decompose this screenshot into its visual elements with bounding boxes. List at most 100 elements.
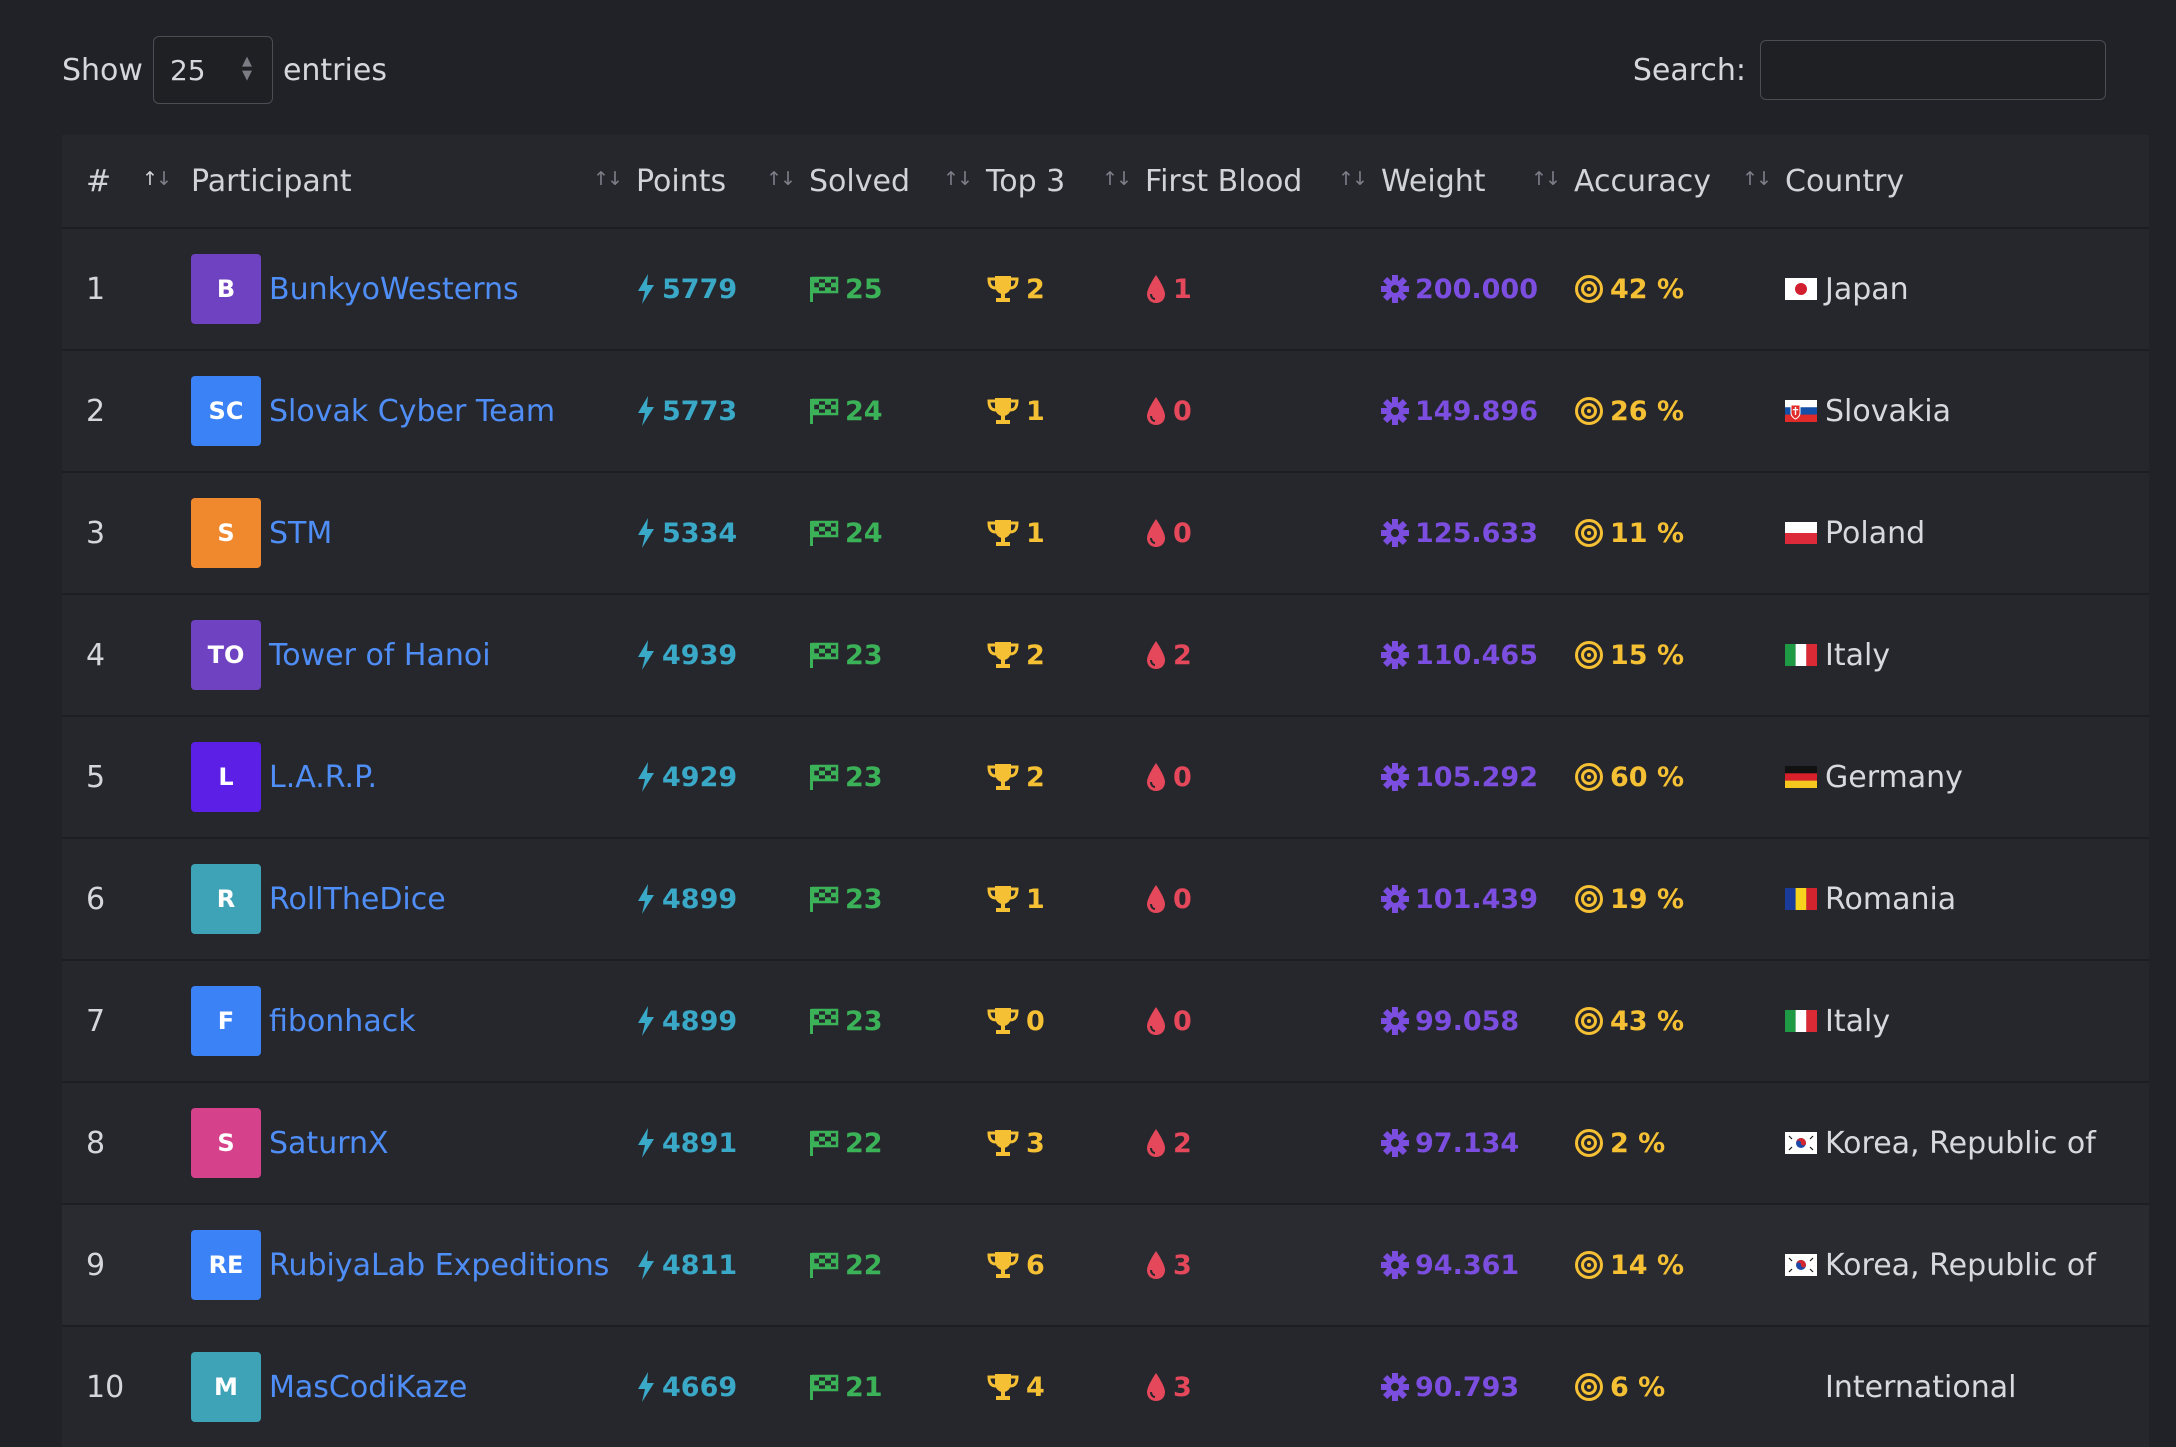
flag-checkered-icon xyxy=(809,1252,839,1278)
points-cell: 5334 xyxy=(635,471,808,594)
accuracy-metric: 11 % xyxy=(1574,518,1783,549)
trophy-icon xyxy=(986,275,1020,303)
trophy-icon xyxy=(986,1007,1020,1035)
weight-metric: 99.058 xyxy=(1381,1006,1572,1037)
col-solved-label: Solved xyxy=(809,163,910,199)
participant-link[interactable]: Tower of Hanoi xyxy=(269,637,491,673)
col-points-header[interactable]: Points ↑↓ xyxy=(635,135,808,229)
rank-value: 1 xyxy=(86,271,106,307)
weight-cell: 105.292 xyxy=(1380,715,1573,838)
rank-cell: 1 xyxy=(62,227,190,350)
participant: B BunkyoWesterns xyxy=(191,254,634,324)
participant: M MasCodiKaze xyxy=(191,1352,634,1422)
top3-metric: 2 xyxy=(986,274,1143,305)
col-rank-header[interactable]: # ↑↓ xyxy=(62,135,190,229)
solved-value: 23 xyxy=(845,639,883,671)
first-blood-metric: 2 xyxy=(1145,640,1379,671)
participant-link[interactable]: L.A.R.P. xyxy=(269,759,378,795)
top3-cell: 1 xyxy=(985,471,1144,594)
accuracy-cell: 6 % xyxy=(1573,1325,1784,1447)
participant-cell: RE RubiyaLab Expeditions xyxy=(190,1203,635,1326)
top3-value: 3 xyxy=(1026,1127,1045,1159)
col-top3-header[interactable]: Top 3 ↑↓ xyxy=(985,135,1144,229)
participant-link[interactable]: fibonhack xyxy=(269,1003,416,1039)
scoreboard-table: # ↑↓ Participant ↑↓ Points ↑↓ Solved ↑↓ Top 3 ↑↓ F… xyxy=(62,135,2149,1447)
poland-flag-icon xyxy=(1785,522,1825,544)
participant-link[interactable]: STM xyxy=(269,515,333,551)
search-input[interactable] xyxy=(1760,40,2106,100)
entries-select[interactable]: 25 ▲ ▼ xyxy=(152,36,273,104)
table-row: 3 S STM 5334 24 1 0 125.633 11 % Poland xyxy=(62,471,2149,594)
solved-value: 23 xyxy=(845,883,883,915)
country-cell: Poland xyxy=(1784,471,2149,594)
weight-value: 110.465 xyxy=(1415,639,1538,671)
col-accuracy-header[interactable]: Accuracy ↑↓ xyxy=(1573,135,1784,229)
participant-link[interactable]: Slovak Cyber Team xyxy=(269,393,556,429)
weight-metric: 97.134 xyxy=(1381,1128,1572,1159)
accuracy-value: 60 % xyxy=(1610,761,1685,793)
participant-link[interactable]: BunkyoWesterns xyxy=(269,271,519,307)
accuracy-cell: 11 % xyxy=(1573,471,1784,594)
blood-drop-icon xyxy=(1145,1372,1167,1402)
points-metric: 5773 xyxy=(636,396,807,427)
participant-link[interactable]: RollTheDice xyxy=(269,881,446,917)
solved-value: 25 xyxy=(845,273,883,305)
col-country-label: Country xyxy=(1785,163,1905,199)
bolt-icon xyxy=(636,274,656,304)
first-blood-value: 2 xyxy=(1173,639,1192,671)
trophy-icon xyxy=(986,885,1020,913)
gear-icon xyxy=(1381,519,1409,547)
col-weight-header[interactable]: Weight ↑↓ xyxy=(1380,135,1573,229)
country-cell: Italy xyxy=(1784,593,2149,716)
first-blood-metric: 0 xyxy=(1145,762,1379,793)
top3-value: 1 xyxy=(1026,883,1045,915)
points-cell: 5779 xyxy=(635,227,808,350)
top3-cell: 1 xyxy=(985,837,1144,960)
blood-drop-icon xyxy=(1145,274,1167,304)
weight-metric: 149.896 xyxy=(1381,396,1572,427)
sort-arrows-icon: ↑↓ xyxy=(766,168,796,190)
solved-cell: 22 xyxy=(808,1081,985,1204)
trophy-icon xyxy=(986,763,1020,791)
col-participant-header[interactable]: Participant ↑↓ xyxy=(190,135,635,229)
top3-metric: 0 xyxy=(986,1006,1143,1037)
participant-link[interactable]: SaturnX xyxy=(269,1125,389,1161)
first-blood-value: 0 xyxy=(1173,395,1192,427)
col-first-blood-header[interactable]: First Blood ↑↓ xyxy=(1144,135,1380,229)
gear-icon xyxy=(1381,1007,1409,1035)
country: Korea, Republic of xyxy=(1785,1126,2148,1161)
points-cell: 4899 xyxy=(635,959,808,1082)
rank-value: 6 xyxy=(86,881,106,917)
trophy-icon xyxy=(986,641,1020,669)
target-icon xyxy=(1574,762,1604,792)
first-blood-value: 3 xyxy=(1173,1371,1192,1403)
points-metric: 4891 xyxy=(636,1128,807,1159)
search-box: Search: xyxy=(1633,34,2106,106)
participant-link[interactable]: RubiyaLab Expeditions xyxy=(269,1247,610,1283)
target-icon xyxy=(1574,1006,1604,1036)
country-cell: Germany xyxy=(1784,715,2149,838)
avatar: L xyxy=(191,742,261,812)
top3-value: 2 xyxy=(1026,639,1045,671)
participant-link[interactable]: MasCodiKaze xyxy=(269,1369,468,1405)
col-solved-header[interactable]: Solved ↑↓ xyxy=(808,135,985,229)
accuracy-cell: 42 % xyxy=(1573,227,1784,350)
solved-metric: 23 xyxy=(809,640,984,671)
solved-cell: 23 xyxy=(808,837,985,960)
col-country-header: Country xyxy=(1784,135,2149,229)
solved-cell: 23 xyxy=(808,959,985,1082)
country-name: Japan xyxy=(1825,271,1909,307)
top3-metric: 1 xyxy=(986,518,1143,549)
top3-value: 1 xyxy=(1026,395,1045,427)
blood-drop-icon xyxy=(1145,518,1167,548)
accuracy-cell: 14 % xyxy=(1573,1203,1784,1326)
avatar: B xyxy=(191,254,261,324)
weight-value: 200.000 xyxy=(1415,273,1538,305)
none-flag-icon xyxy=(1785,1376,1825,1398)
accuracy-value: 26 % xyxy=(1610,395,1685,427)
flag-checkered-icon xyxy=(809,1008,839,1034)
col-first-blood-label: First Blood xyxy=(1145,163,1303,199)
participant: S STM xyxy=(191,498,634,568)
sort-arrows-icon: ↑↓ xyxy=(1102,168,1132,190)
